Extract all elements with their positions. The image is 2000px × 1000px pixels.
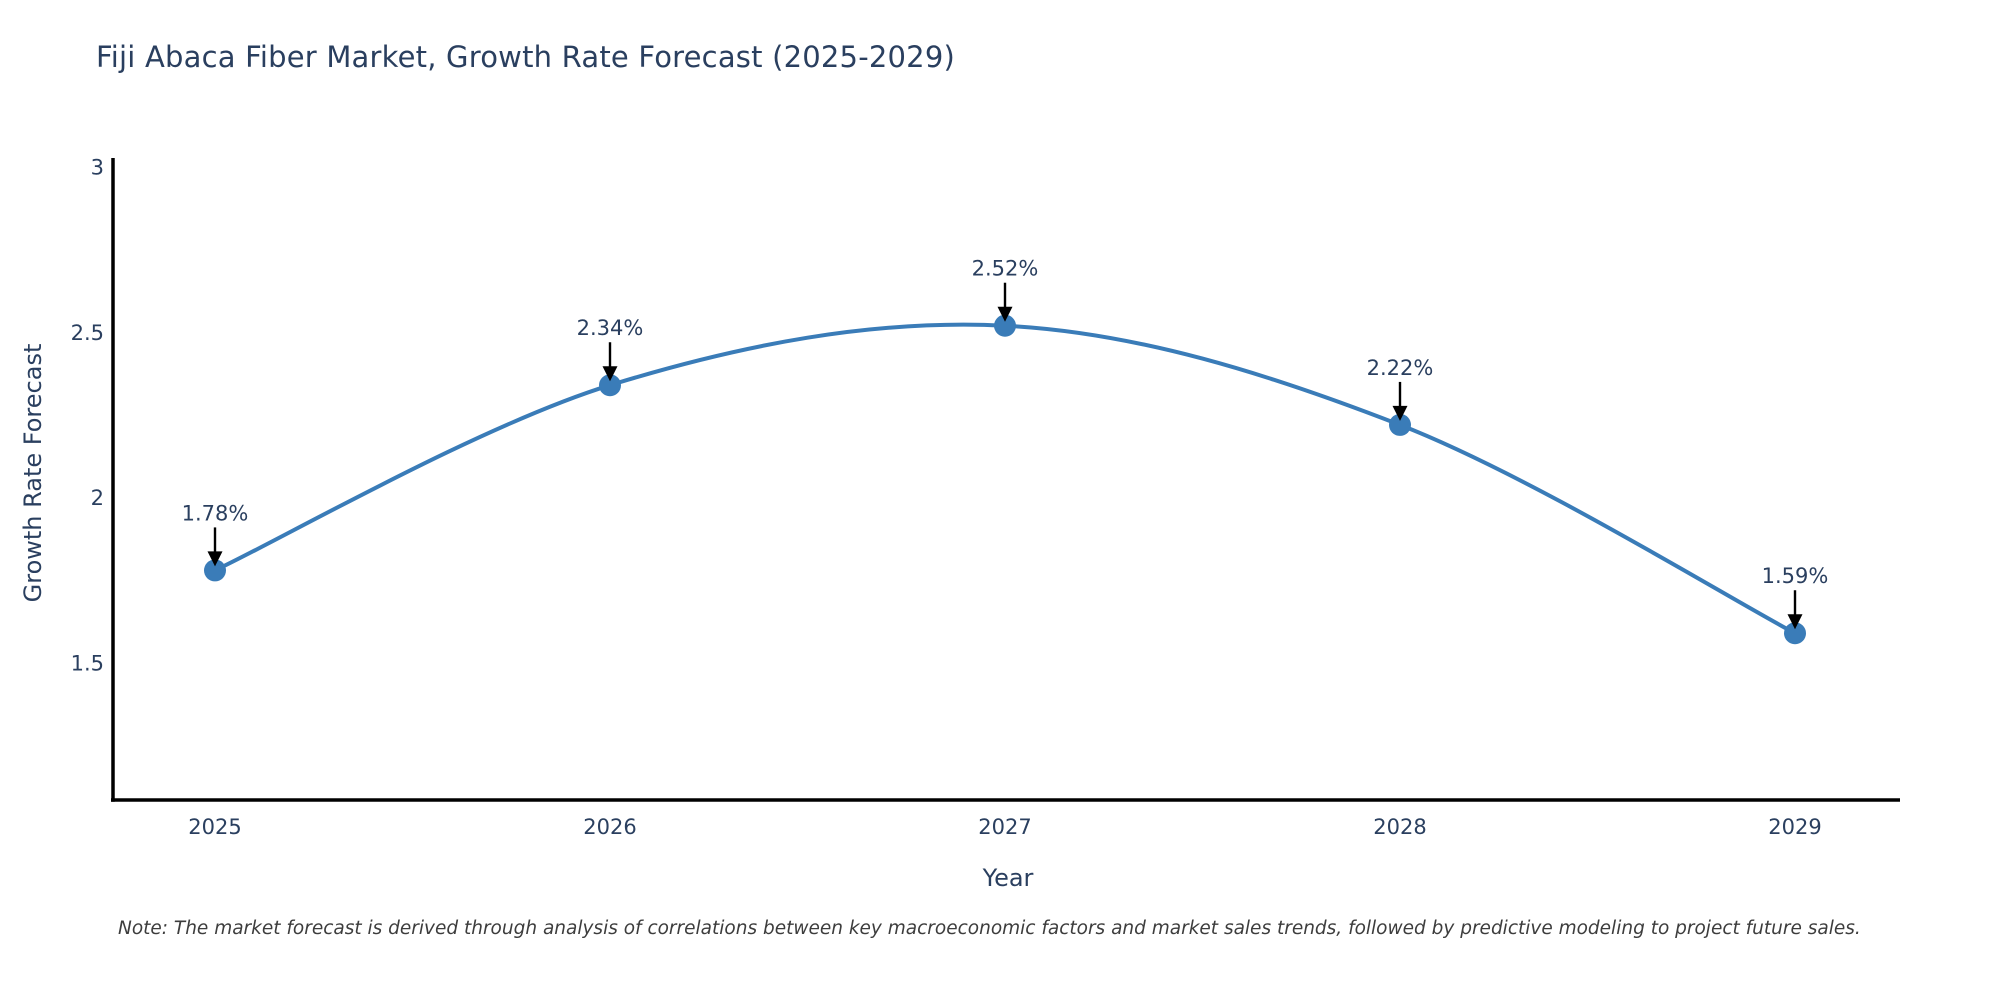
- y-tick-label: 2.5: [71, 321, 104, 345]
- x-tick-label: 2028: [1373, 815, 1426, 839]
- point-label: 1.59%: [1762, 564, 1829, 588]
- point-label: 2.52%: [972, 257, 1039, 281]
- forecast-line: [213, 322, 1797, 636]
- point-label: 2.34%: [577, 316, 644, 340]
- point-label: 2.22%: [1367, 356, 1434, 380]
- data-point: [994, 314, 1016, 337]
- annotation-arrowhead-icon: [602, 366, 618, 382]
- data-point: [1389, 413, 1411, 436]
- data-point: [204, 559, 226, 582]
- y-tick-label: 3: [91, 156, 104, 180]
- y-axis-title: Growth Rate Forecast: [19, 343, 47, 603]
- point-label: 1.78%: [182, 501, 249, 525]
- data-point: [599, 374, 621, 397]
- y-tick-label: 1.5: [71, 652, 104, 676]
- footnote: Note: The market forecast is derived thr…: [118, 918, 1861, 939]
- annotation-arrowhead-icon: [997, 306, 1013, 322]
- x-axis-title: Year: [982, 864, 1034, 892]
- annotation-arrowhead-icon: [1392, 405, 1408, 421]
- x-tick-label: 2029: [1768, 815, 1821, 839]
- x-tick-label: 2026: [583, 815, 636, 839]
- chart-title: Fiji Abaca Fiber Market, Growth Rate For…: [96, 40, 955, 74]
- data-point: [1784, 622, 1806, 645]
- annotation-arrowhead-icon: [1787, 614, 1803, 630]
- x-tick-label: 2027: [978, 815, 1031, 839]
- annotation-arrowhead-icon: [207, 551, 223, 567]
- y-tick-label: 2: [91, 486, 104, 510]
- x-tick-label: 2025: [188, 815, 241, 839]
